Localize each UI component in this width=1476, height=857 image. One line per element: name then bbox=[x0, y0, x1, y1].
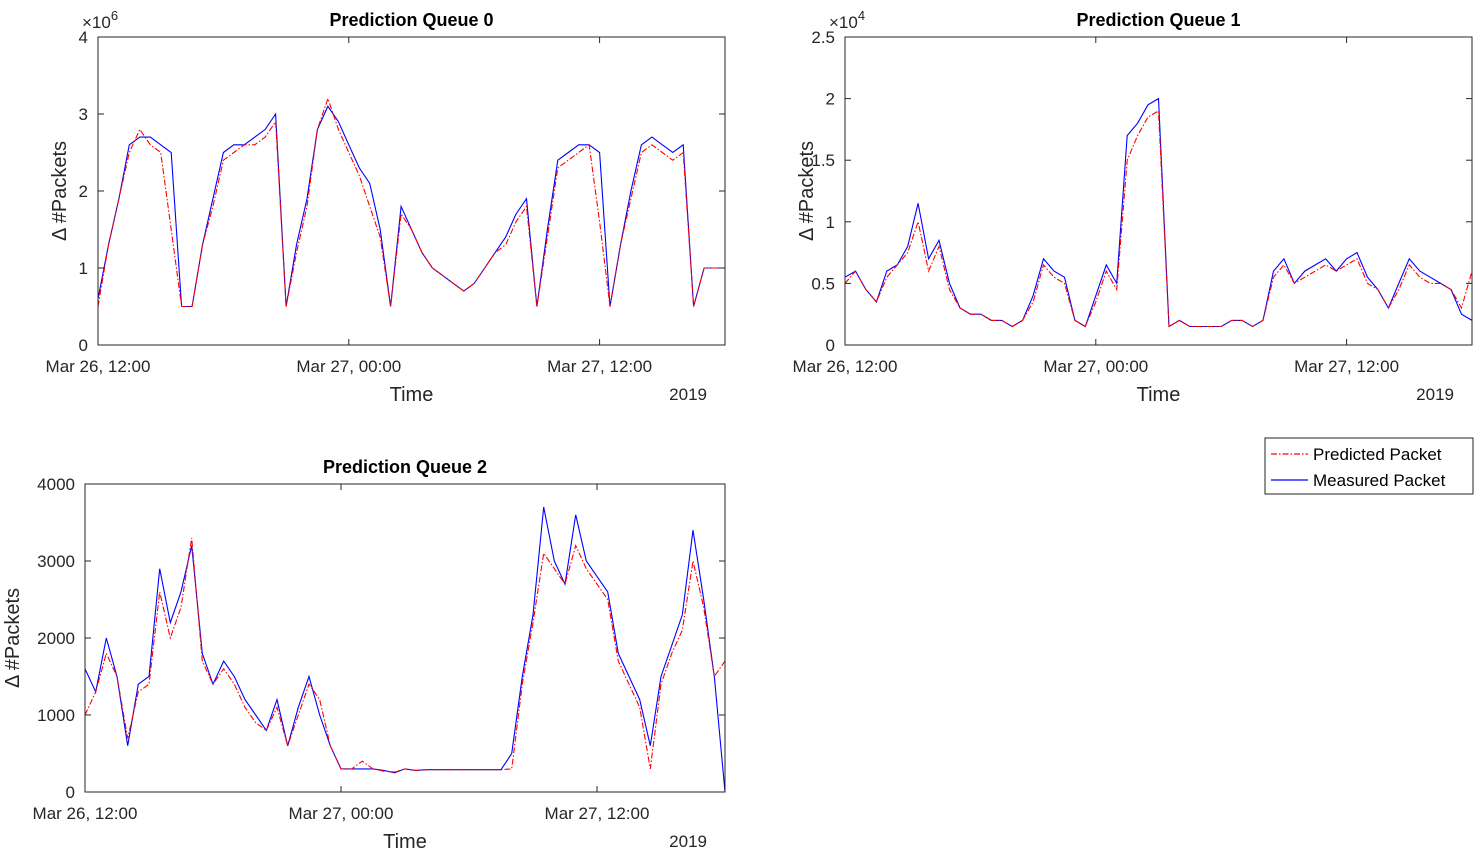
x-tick-label: Mar 27, 12:00 bbox=[545, 804, 650, 823]
y-tick-label: 0 bbox=[826, 336, 835, 355]
series-measured-line bbox=[844, 97, 1473, 328]
y-tick-label: 3 bbox=[79, 105, 88, 124]
series-predicted-line bbox=[97, 96, 725, 308]
year-label: 2019 bbox=[669, 385, 707, 404]
x-tick-label: Mar 26, 12:00 bbox=[33, 804, 138, 823]
y-axis-label: Δ #Packets bbox=[2, 588, 24, 688]
axis-exponent: ×104 bbox=[829, 8, 865, 32]
year-label: 2019 bbox=[1416, 385, 1454, 404]
x-tick-label: Mar 27, 00:00 bbox=[296, 357, 401, 376]
chart-1: Prediction Queue 1 0 0.5 1 1.5 2 2.5 Mar 26, 12… bbox=[793, 8, 1473, 406]
y-tick-label: 1 bbox=[826, 213, 835, 232]
x-tick-label: Mar 27, 00:00 bbox=[289, 804, 394, 823]
axis-exponent: ×106 bbox=[82, 8, 118, 32]
y-tick-label: 2 bbox=[826, 90, 835, 109]
y-tick-label: 3000 bbox=[37, 552, 75, 571]
y-axis-label: Δ #Packets bbox=[796, 141, 818, 241]
y-tick-label: 4000 bbox=[37, 475, 75, 494]
y-tick-label: 1.5 bbox=[811, 151, 835, 170]
chart-title: Prediction Queue 0 bbox=[329, 10, 493, 30]
x-axis-label: Time bbox=[383, 831, 427, 853]
x-tick-label: Mar 27, 00:00 bbox=[1043, 357, 1148, 376]
y-tick-label: 0.5 bbox=[811, 274, 835, 293]
series-predicted-line bbox=[844, 109, 1473, 328]
x-tick-label: Mar 27, 12:00 bbox=[1294, 357, 1399, 376]
x-axis-label: Time bbox=[1137, 384, 1181, 406]
chart-title: Prediction Queue 1 bbox=[1076, 10, 1240, 30]
y-axis-label: Δ #Packets bbox=[49, 141, 71, 241]
y-tick-label: 1000 bbox=[37, 706, 75, 725]
legend-box bbox=[1264, 437, 1474, 495]
series-measured-line bbox=[84, 506, 726, 793]
y-tick-label: 4 bbox=[79, 28, 88, 47]
chart-title: Prediction Queue 2 bbox=[323, 457, 487, 477]
exponent-power: 4 bbox=[858, 8, 865, 23]
y-tick-label: 0 bbox=[79, 336, 88, 355]
x-tick-label: Mar 26, 12:00 bbox=[46, 357, 151, 376]
chart-2: Prediction Queue 2 0 1000 2000 3000 4000 Mar 2… bbox=[2, 457, 726, 853]
y-tick-label: 2000 bbox=[37, 629, 75, 648]
plot-box bbox=[844, 36, 1473, 346]
plot-box bbox=[84, 483, 726, 793]
y-tick-label: 1 bbox=[79, 259, 88, 278]
legend: Predicted Packet Measured Packet bbox=[1264, 437, 1474, 495]
year-label: 2019 bbox=[669, 832, 707, 851]
x-axis-label: Time bbox=[390, 384, 434, 406]
exponent-power: 6 bbox=[111, 8, 118, 23]
series-measured-line bbox=[97, 105, 725, 308]
series-predicted-line bbox=[84, 537, 726, 773]
y-tick-label: 2 bbox=[79, 182, 88, 201]
legend-measured-label: Measured Packet bbox=[1313, 471, 1446, 490]
y-tick-label: 2.5 bbox=[811, 28, 835, 47]
x-tick-label: Mar 26, 12:00 bbox=[793, 357, 898, 376]
y-tick-label: 0 bbox=[66, 783, 75, 802]
legend-predicted-label: Predicted Packet bbox=[1313, 445, 1442, 464]
chart-0: Prediction Queue 0 0 1 2 3 4 Mar 26, 12:00 Mar … bbox=[46, 8, 726, 406]
x-tick-label: Mar 27, 12:00 bbox=[547, 357, 652, 376]
